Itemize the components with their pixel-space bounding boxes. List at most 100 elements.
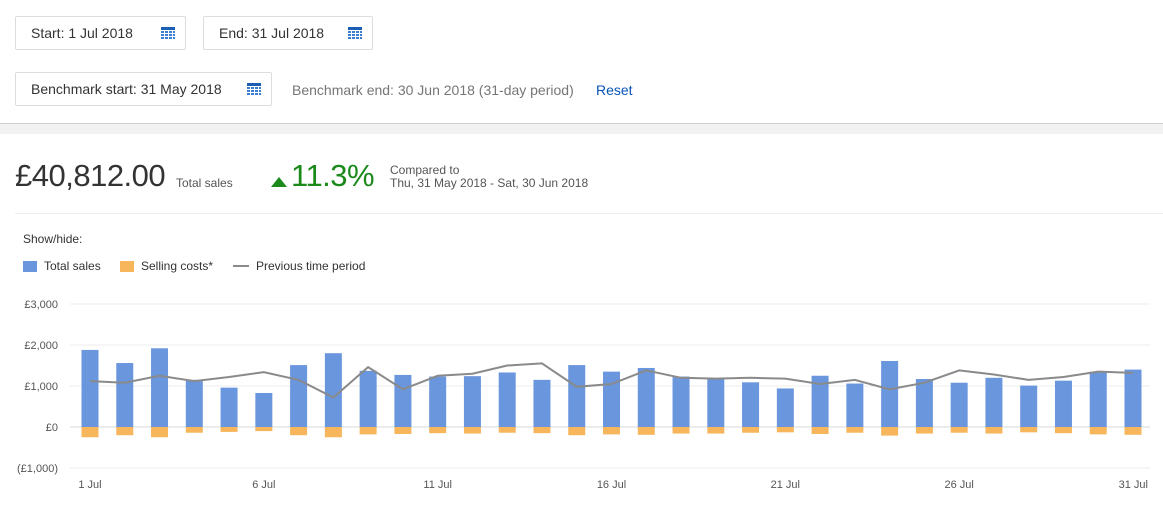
benchmark-start-picker[interactable]: Benchmark start: 31 May 2018 [15,72,272,106]
total-sales-bar[interactable] [533,379,551,427]
selling-costs-bar[interactable] [290,427,308,436]
calendar-icon[interactable] [247,83,261,95]
compared-to-label: Compared to [390,163,460,177]
x-tick-label: 6 Jul [252,479,275,491]
selling-costs-bar[interactable] [672,427,690,434]
y-tick-label: £2,000 [24,340,58,352]
total-sales-bar[interactable] [324,353,342,427]
selling-costs-bar[interactable] [846,427,864,433]
total-sales-bar[interactable] [359,370,377,427]
compared-range: Thu, 31 May 2018 - Sat, 30 Jun 2018 [390,176,589,190]
total-sales-bar[interactable] [151,348,169,427]
selling-costs-bar[interactable] [1124,427,1142,435]
selling-costs-bar[interactable] [915,427,933,434]
total-sales-bar[interactable] [950,382,968,427]
total-sales-bar[interactable] [1054,380,1072,427]
selling-costs-bar[interactable] [881,427,899,436]
end-date-label: End: 31 Jul 2018 [219,25,325,41]
selling-costs-bar[interactable] [220,427,238,432]
total-sales-bar[interactable] [707,378,725,427]
selling-costs-bar[interactable] [255,427,273,432]
legend-label-previous-period: Previous time period [256,259,366,273]
selling-costs-bar[interactable] [463,427,481,434]
total-sales-swatch [23,260,37,272]
total-sales-bar[interactable] [603,371,620,427]
selling-costs-bar[interactable] [116,427,134,436]
selling-costs-bar[interactable] [742,427,760,433]
selling-costs-bar[interactable] [950,427,968,433]
benchmark-end-text: Benchmark end: 30 Jun 2018 (31-day perio… [292,82,574,98]
total-sales-bar[interactable] [290,365,308,427]
y-tick-label: £3,000 [24,299,58,311]
total-sales-bar[interactable] [1124,369,1142,427]
total-sales-bar[interactable] [1089,371,1107,427]
total-sales-bar[interactable] [255,392,273,427]
x-tick-label: 16 Jul [597,479,626,491]
total-sales-bar[interactable] [881,360,899,427]
start-date-picker[interactable]: Start: 1 Jul 2018 [15,16,186,50]
total-sales-bar[interactable] [498,372,516,427]
summary-divider [15,213,1163,214]
calendar-icon[interactable] [348,27,362,39]
show-hide-label: Show/hide: [23,232,83,246]
total-sales-bar[interactable] [637,367,655,427]
total-sales-bar[interactable] [116,363,134,427]
total-sales-bar[interactable] [1020,385,1038,427]
change-percent: 11.3% [291,158,375,193]
selling-costs-bar[interactable] [185,427,203,433]
total-sales-bar[interactable] [846,383,864,427]
selling-costs-bar[interactable] [637,427,655,435]
calendar-icon[interactable] [161,27,175,39]
total-sales-bar[interactable] [985,377,1003,427]
legend-toggle-selling-costs[interactable]: Selling costs* [120,259,213,273]
previous-period-line[interactable] [89,362,1134,399]
selling-costs-bar[interactable] [568,427,586,436]
selling-costs-bar[interactable] [776,427,794,433]
total-sales-label: Total sales [176,176,233,190]
legend-toggle-total-sales[interactable]: Total sales [23,259,101,273]
legend-label-total-sales: Total sales [44,259,101,273]
selling-costs-bar[interactable] [81,427,99,438]
x-tick-label: 11 Jul [423,479,452,491]
y-tick-label: £0 [46,422,58,434]
total-sales-bar[interactable] [185,379,203,427]
selling-costs-bar[interactable] [603,427,620,435]
total-sales-value: £40,812.00 [15,158,166,193]
trend-up-icon [271,177,287,187]
legend-toggle-previous-period[interactable]: Previous time period [233,259,365,273]
start-date-label: Start: 1 Jul 2018 [31,25,133,41]
selling-costs-bar[interactable] [429,427,447,434]
selling-costs-bar[interactable] [394,427,412,434]
x-tick-label: 21 Jul [771,479,800,491]
selling-costs-swatch [120,260,134,272]
end-date-picker[interactable]: End: 31 Jul 2018 [203,16,373,50]
total-sales-bar[interactable] [394,374,412,427]
y-tick-label: (£1,000) [17,463,58,475]
total-sales-bar[interactable] [776,388,794,427]
total-sales-bar[interactable] [463,376,481,427]
selling-costs-bar[interactable] [1054,427,1072,434]
total-sales-bar[interactable] [811,375,829,427]
selling-costs-bar[interactable] [1089,427,1107,435]
section-divider [0,123,1163,134]
total-sales-bar[interactable] [220,387,238,427]
selling-costs-bar[interactable] [533,427,551,434]
selling-costs-bar[interactable] [707,427,725,434]
total-sales-bar[interactable] [568,365,586,427]
total-sales-bar[interactable] [742,382,760,427]
selling-costs-bar[interactable] [811,427,829,434]
total-sales-bar[interactable] [672,376,690,427]
total-sales-bar[interactable] [429,376,447,427]
selling-costs-bar[interactable] [498,427,516,433]
x-tick-label: 26 Jul [944,479,973,491]
reset-link[interactable]: Reset [596,82,633,98]
selling-costs-bar[interactable] [1020,427,1038,433]
total-sales-bar[interactable] [915,379,933,427]
previous-period-swatch [233,265,249,267]
selling-costs-bar[interactable] [985,427,1003,434]
selling-costs-bar[interactable] [151,427,169,438]
total-sales-bar[interactable] [81,349,99,427]
benchmark-start-label: Benchmark start: 31 May 2018 [31,81,222,97]
selling-costs-bar[interactable] [324,427,342,438]
selling-costs-bar[interactable] [359,427,377,435]
